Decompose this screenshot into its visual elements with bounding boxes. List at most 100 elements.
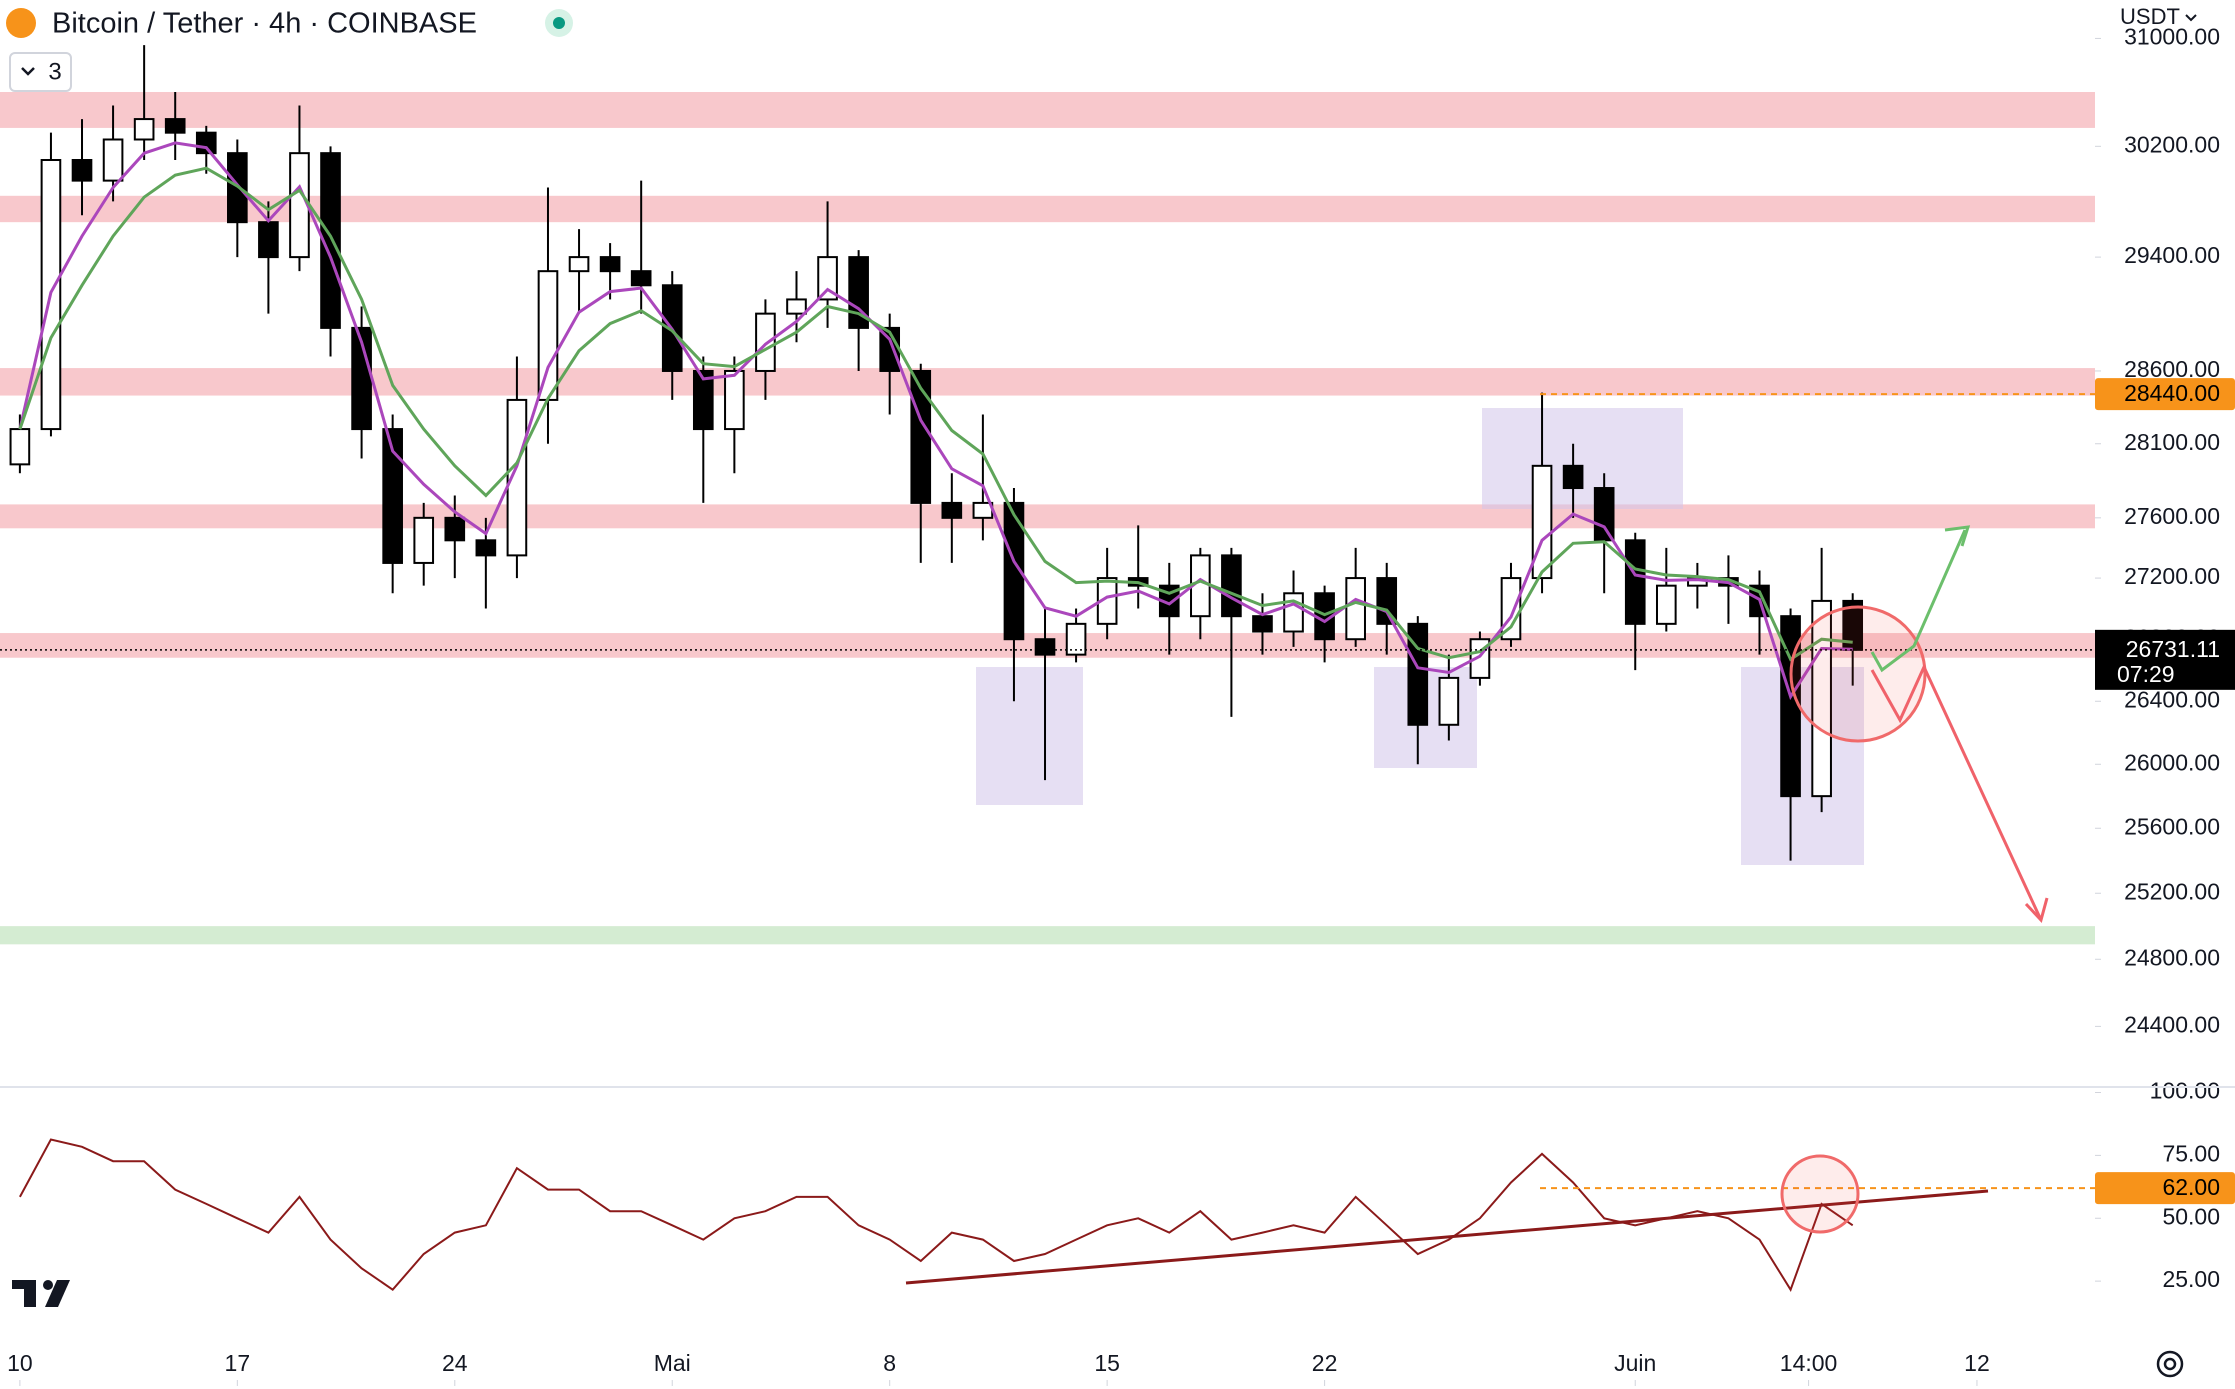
y-tick-label: 24800.00 (2124, 944, 2220, 970)
candle-body (475, 539, 497, 557)
price-zone (0, 926, 2095, 945)
y-tick-label: 27600.00 (2124, 503, 2220, 529)
x-tick-label: 14:00 (1780, 1350, 1838, 1376)
candle-body (506, 398, 528, 557)
y-tick-label: 100.00 (2150, 1078, 2220, 1104)
candle-body (599, 256, 621, 273)
x-tick-label: Mai (654, 1350, 691, 1376)
candle-body (102, 138, 124, 182)
price-zone (0, 504, 2095, 529)
candle-body (1345, 577, 1366, 641)
candle-body (692, 369, 714, 431)
tv-logo (12, 1280, 70, 1307)
indicator-toggle[interactable] (9, 52, 72, 92)
marker-box (2095, 1172, 2235, 1205)
annotations (905, 525, 2049, 1285)
marker-box (2095, 378, 2235, 411)
y-tick-label: 29400.00 (2124, 242, 2220, 268)
highlight-box (976, 667, 1083, 805)
y-tick-label: 24400.00 (2124, 1011, 2220, 1037)
y-tick-label: 25.00 (2162, 1266, 2220, 1292)
candle-body (1003, 501, 1025, 641)
y-tick-label: 25600.00 (2124, 813, 2220, 839)
bear-arrow-head (2024, 897, 2049, 923)
x-tick-label: 15 (1094, 1350, 1120, 1376)
candle-body (195, 131, 217, 155)
y-tick-label: 30200.00 (2124, 131, 2220, 157)
chevron (2185, 14, 2197, 22)
settings-button[interactable] (2156, 1350, 2184, 1378)
bear-arrow (1870, 663, 2043, 921)
highlight-box (1482, 408, 1683, 509)
chart-title: Bitcoin / Tether · 4h · COINBASE (52, 8, 477, 40)
price-zone (0, 368, 2095, 396)
x-tick-label: 24 (442, 1350, 468, 1376)
coin-logo (6, 8, 36, 38)
last-price-box (2095, 629, 2235, 690)
x-tick-label: 17 (225, 1350, 251, 1376)
candle-body (817, 256, 838, 301)
axis-layer: 24400.00 24800.00 25200.00 25600.00 26000.00… (7, 24, 2220, 1386)
candle-body (133, 118, 155, 141)
bull-arrow-head (1944, 525, 1971, 547)
moving-average (18, 166, 1853, 662)
countdown-label: 07:29 (2117, 661, 2175, 687)
moving-average (18, 141, 1853, 701)
status-dot (553, 17, 565, 29)
y-tick-label: 27200.00 (2124, 563, 2220, 589)
candle-body (164, 118, 186, 134)
marker-label: 62.00 (2162, 1174, 2220, 1200)
highlight-boxes (976, 408, 1864, 865)
candle-body (1252, 615, 1273, 633)
candle-body (786, 298, 807, 315)
y-tick-label: 26400.00 (2124, 686, 2220, 712)
last-price-label: 26731.11 (2126, 636, 2220, 662)
candle-body (1438, 676, 1460, 726)
candle-body (1065, 622, 1087, 656)
candle-body (848, 256, 869, 329)
x-tick-label: 22 (1312, 1350, 1338, 1376)
candle-body (1283, 592, 1304, 633)
candle-body (1500, 577, 1522, 641)
price-zone (0, 195, 2095, 223)
candle-body (630, 270, 652, 287)
candle-body (9, 428, 31, 466)
candle-body (1221, 554, 1242, 618)
candle-body (1531, 464, 1553, 580)
bull-arrow (1870, 529, 1967, 673)
candle-body (1593, 487, 1615, 542)
y-tick-label: 31000.00 (2124, 24, 2220, 50)
candle-body (413, 516, 435, 564)
y-tick-label: 28600.00 (2124, 356, 2220, 382)
x-tick-label: Juin (1614, 1350, 1656, 1376)
candle-body (1562, 464, 1584, 490)
candle-body (941, 501, 963, 519)
plot-layer (0, 45, 2095, 1292)
candle-body (1655, 584, 1677, 625)
candle-body (382, 428, 403, 564)
candle-body (1842, 599, 1864, 651)
price-zone (0, 92, 2095, 128)
x-tick-label: 10 (7, 1350, 33, 1376)
marker-label: 28440.00 (2124, 380, 2220, 406)
candle-body (320, 152, 341, 329)
currency-selector[interactable]: USDT (2120, 4, 2180, 29)
rsi-trendline (905, 1189, 1989, 1285)
x-tick-label: 8 (883, 1350, 896, 1376)
candle-body (537, 270, 559, 401)
chevron (21, 67, 35, 76)
y-tick-label: 25200.00 (2124, 878, 2220, 904)
x-tick-label: 12 (1964, 1350, 1990, 1376)
candle-body (1096, 577, 1118, 625)
candle-body (724, 369, 745, 431)
y-tick-label: 50.00 (2162, 1203, 2220, 1229)
candle-body (1624, 539, 1646, 625)
y-tick-label: 28100.00 (2124, 429, 2220, 455)
y-tick-label: 75.00 (2162, 1140, 2220, 1166)
focus-circle (1789, 605, 1927, 743)
y-tick-label: 26000.00 (2124, 749, 2220, 775)
candle-body (258, 221, 279, 259)
rsi-focus-circle (1780, 1154, 1860, 1234)
